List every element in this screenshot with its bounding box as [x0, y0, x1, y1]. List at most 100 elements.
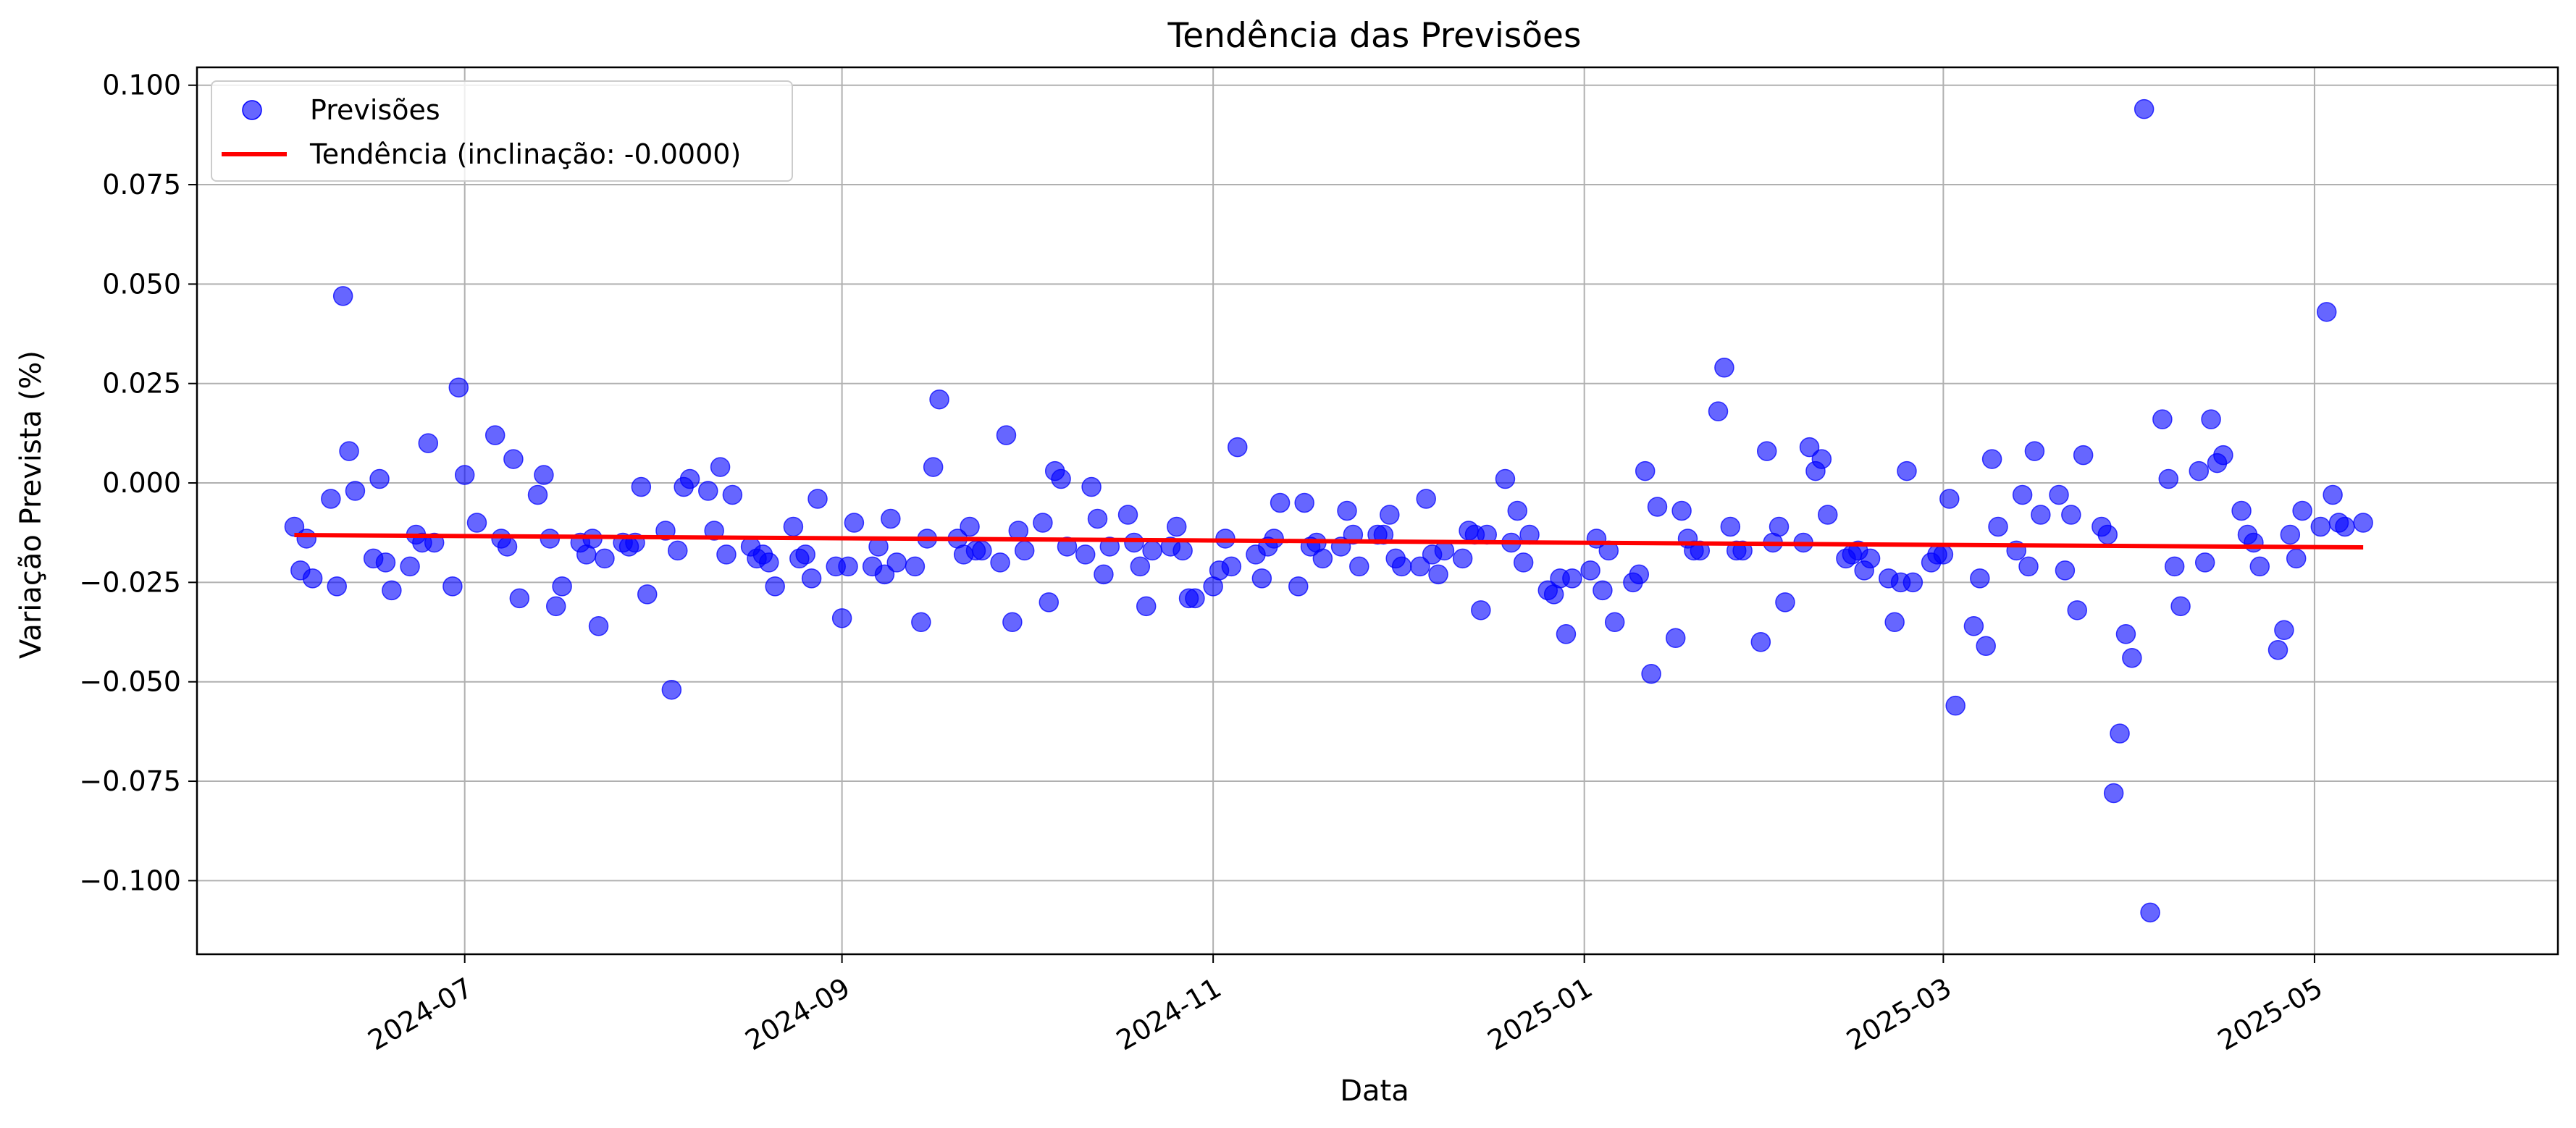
scatter-point: [960, 516, 980, 537]
scatter-point: [838, 556, 858, 577]
scatter-point: [874, 564, 895, 585]
y-tick-label: −0.025: [79, 566, 181, 598]
scatter-point: [369, 468, 390, 489]
scatter-point: [302, 568, 323, 589]
scatter-point: [698, 481, 718, 501]
scatter-point: [1981, 449, 2002, 469]
scatter-point: [990, 552, 1010, 573]
scatter-point: [345, 481, 366, 501]
scatter-point: [1094, 564, 1114, 585]
scatter-point: [783, 516, 804, 537]
scatter-point: [1562, 568, 1582, 589]
scatter-point: [503, 449, 524, 469]
scatter-point: [1172, 540, 1193, 561]
scatter-point: [1136, 596, 1157, 617]
scatter-point: [1963, 616, 1984, 636]
scatter-point: [1976, 636, 1996, 657]
scatter-point: [2201, 409, 2221, 429]
scatter-point: [886, 552, 907, 573]
scatter-point: [375, 552, 396, 573]
scatter-point: [1799, 437, 1820, 458]
scatter-point: [1593, 580, 1613, 601]
scatter-point: [2353, 513, 2373, 533]
scatter-point: [1391, 556, 1412, 577]
legend-marker-scatter: [242, 100, 262, 120]
legend-box: [211, 80, 793, 182]
scatter-point: [2170, 596, 2191, 617]
scatter-point: [1939, 489, 1960, 509]
scatter-point: [2115, 624, 2136, 644]
scatter-point: [2231, 500, 2252, 521]
scatter-point: [1075, 544, 1096, 565]
scatter-point: [911, 612, 931, 633]
legend-label-scatter: Previsões: [310, 94, 440, 126]
legend-label-trend: Tendência (inclinação: -0.0000): [309, 138, 741, 170]
scatter-point: [1933, 544, 1954, 565]
scatter-point: [1884, 612, 1905, 633]
scatter-point: [631, 476, 652, 497]
scatter-point: [1051, 468, 1071, 489]
scatter-point: [2055, 560, 2076, 581]
scatter-point: [1264, 529, 1284, 549]
scatter-point: [1166, 516, 1187, 537]
scatter-point: [2012, 484, 2033, 505]
scatter-point: [1604, 612, 1625, 633]
scatter-point: [2073, 445, 2094, 466]
scatter-point: [1337, 500, 1357, 521]
scatter-point: [2024, 441, 2045, 461]
scatter-point: [418, 433, 439, 453]
scatter-point: [637, 584, 658, 605]
scatter-point: [588, 616, 609, 636]
scatter-point: [668, 540, 688, 561]
scatter-point: [2061, 505, 2081, 525]
scatter-point: [1513, 552, 1534, 573]
scatter-point: [1014, 540, 1035, 561]
scatter-point: [1410, 556, 1430, 577]
scatter-point: [1142, 540, 1162, 561]
scatter-point: [2249, 556, 2270, 577]
scatter-point: [1690, 540, 1711, 561]
scatter-point: [527, 484, 548, 505]
scatter-point: [1775, 592, 1795, 613]
scatter-point: [807, 489, 828, 509]
y-axis-label: Variação Prevista (%): [14, 350, 48, 659]
scatter-point: [831, 608, 852, 628]
scatter-point: [442, 576, 463, 597]
scatter-point: [1769, 516, 1790, 537]
scatter-point: [881, 508, 901, 529]
trend-line-group: [294, 533, 2364, 550]
scatter-point: [1945, 695, 1965, 716]
scatter-point: [661, 679, 682, 700]
scatter-point: [1708, 401, 1729, 421]
scatter-point: [1750, 632, 1771, 652]
scatter-point: [923, 457, 944, 477]
scatter-point: [1452, 548, 1473, 569]
scatter-point: [679, 468, 700, 489]
chart-title: Tendência das Previsões: [1167, 16, 1582, 56]
scatter-point: [1756, 441, 1777, 461]
scatter-point: [545, 596, 566, 617]
scatter-point: [2140, 902, 2160, 923]
y-tick-label: 0.100: [102, 70, 181, 101]
scatter-point: [2292, 500, 2312, 521]
scatter-point: [595, 548, 615, 569]
scatter-point: [1270, 492, 1291, 513]
y-tick-label: 0.000: [102, 467, 181, 499]
scatter-point: [2031, 505, 2051, 525]
scatter-point: [2310, 516, 2331, 537]
scatter-point: [448, 377, 469, 397]
scatter-point: [1185, 588, 1205, 609]
scatter-point: [1471, 600, 1491, 620]
scatter-point: [1988, 516, 2008, 537]
scatter-point: [484, 425, 505, 445]
scatter-point: [1665, 628, 1686, 649]
scatter-point: [1495, 468, 1516, 489]
scatter-point: [509, 588, 530, 609]
scatter-point: [1580, 560, 1600, 581]
scatter-point: [1312, 548, 1333, 569]
scatter-point: [1349, 556, 1369, 577]
x-axis-label: Data: [1340, 1074, 1409, 1108]
legend: Previsões Tendência (inclinação: -0.0000…: [211, 80, 793, 182]
scatter-point: [1811, 449, 1832, 469]
